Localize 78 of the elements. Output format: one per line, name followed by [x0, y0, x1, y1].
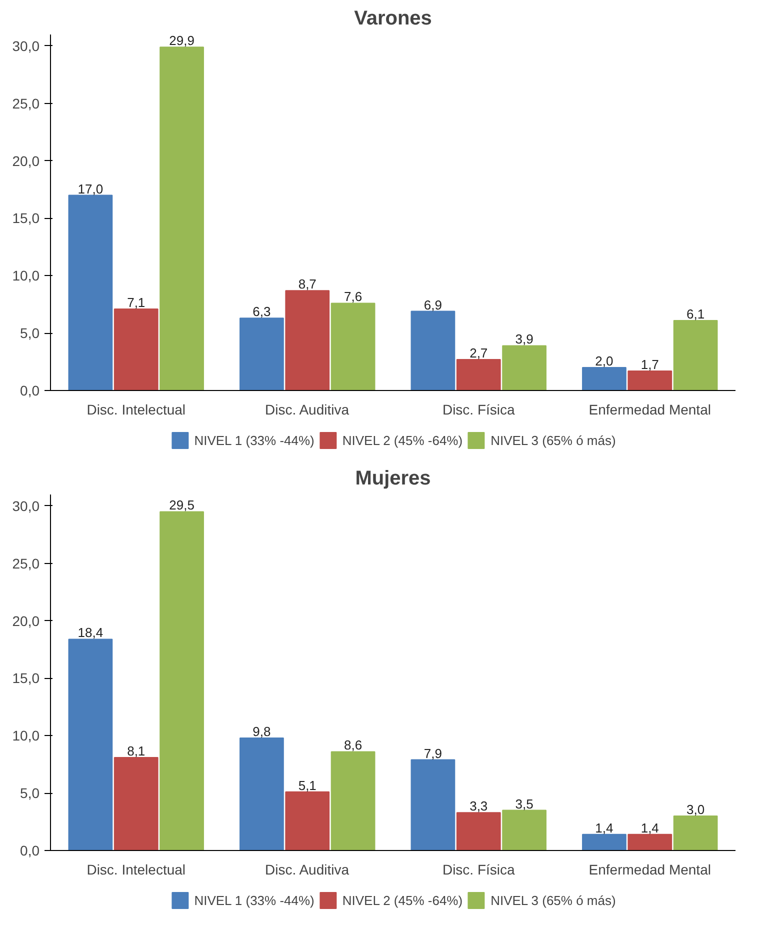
data-label: 3,9	[515, 332, 534, 347]
x-tick-label: Disc. Auditiva	[264, 402, 350, 418]
data-label: 3,5	[515, 796, 534, 812]
data-label: 9,8	[252, 724, 271, 739]
legend-label: NIVEL 1 (33% -44%)	[194, 892, 314, 908]
data-label: 8,6	[344, 738, 362, 753]
bar	[114, 756, 158, 850]
bar	[502, 810, 546, 850]
data-label: 29,5	[169, 498, 194, 513]
bar	[502, 345, 546, 390]
data-label: 1,7	[640, 356, 659, 372]
bar	[456, 358, 501, 390]
bar	[160, 511, 204, 850]
data-label: 6,3	[252, 304, 271, 320]
bar	[285, 290, 330, 390]
y-tick-label: 15,0	[12, 210, 40, 226]
bar	[330, 302, 376, 390]
legend-label: NIVEL 2 (45% -64%)	[342, 432, 463, 448]
legend-label: NIVEL 2 (45% -64%)	[342, 892, 463, 908]
x-tick-label: Disc. Intelectual	[86, 862, 186, 878]
bar	[114, 308, 158, 390]
bar	[456, 812, 501, 850]
data-label: 29,9	[169, 33, 194, 48]
bar	[673, 816, 718, 850]
y-tick-label: 30,0	[12, 498, 40, 514]
x-tick-label: Disc. Intelectual	[86, 402, 186, 418]
data-label: 1,4	[595, 820, 614, 836]
y-tick-label: 20,0	[12, 152, 40, 169]
y-tick-label: 25,0	[12, 555, 40, 572]
y-tick-label: 25,0	[12, 95, 40, 112]
bar	[285, 791, 330, 850]
data-label: 3,0	[686, 802, 705, 818]
bar	[582, 834, 626, 850]
y-tick-label: 10,0	[12, 268, 40, 284]
data-label: 17,0	[78, 181, 104, 196]
bar	[410, 759, 456, 850]
y-tick-label: 5,0	[20, 785, 40, 802]
chart-title: Mujeres	[355, 468, 431, 490]
data-label: 5,1	[298, 778, 316, 793]
x-tick-label: Disc. Física	[442, 402, 516, 418]
x-tick-label: Enfermedad Mental	[588, 402, 711, 418]
y-tick-label: 15,0	[12, 670, 40, 686]
data-label: 2,7	[470, 345, 488, 360]
y-tick-label: 0,0	[20, 842, 40, 858]
bar	[160, 46, 204, 390]
data-label: 7,9	[424, 746, 442, 761]
y-tick-label: 20,0	[12, 612, 40, 629]
data-label: 18,4	[78, 625, 104, 640]
x-tick-label: Disc. Física	[442, 862, 516, 878]
y-tick-label: 5,0	[20, 325, 40, 342]
data-label: 8,7	[298, 276, 316, 292]
bar	[68, 194, 113, 390]
legend-label: NIVEL 3 (65% ó más)	[490, 432, 616, 448]
bar	[240, 737, 284, 850]
bar	[628, 834, 672, 850]
bar	[582, 367, 626, 390]
bar	[330, 751, 376, 850]
data-label: 7,1	[127, 294, 146, 310]
data-label: 6,1	[686, 306, 705, 322]
legend-label: NIVEL 1 (33% -44%)	[194, 432, 314, 448]
data-label: 6,9	[424, 297, 442, 312]
legend-label: NIVEL 3 (65% ó más)	[490, 892, 616, 908]
bar	[673, 320, 718, 390]
data-label: 8,1	[127, 743, 146, 758]
bar	[68, 638, 113, 850]
y-tick-label: 10,0	[12, 728, 40, 744]
data-label: 2,0	[595, 354, 614, 369]
x-tick-label: Enfermedad Mental	[588, 862, 711, 878]
bar	[240, 318, 284, 390]
data-label: 3,3	[470, 798, 488, 814]
bar	[628, 370, 672, 390]
chart-title: Varones	[354, 8, 432, 30]
bar	[410, 310, 456, 390]
x-tick-label: Disc. Auditiva	[264, 862, 350, 878]
data-label: 1,4	[640, 820, 659, 836]
y-tick-label: 0,0	[20, 382, 40, 398]
data-label: 7,6	[344, 289, 362, 304]
y-tick-label: 30,0	[12, 38, 40, 54]
